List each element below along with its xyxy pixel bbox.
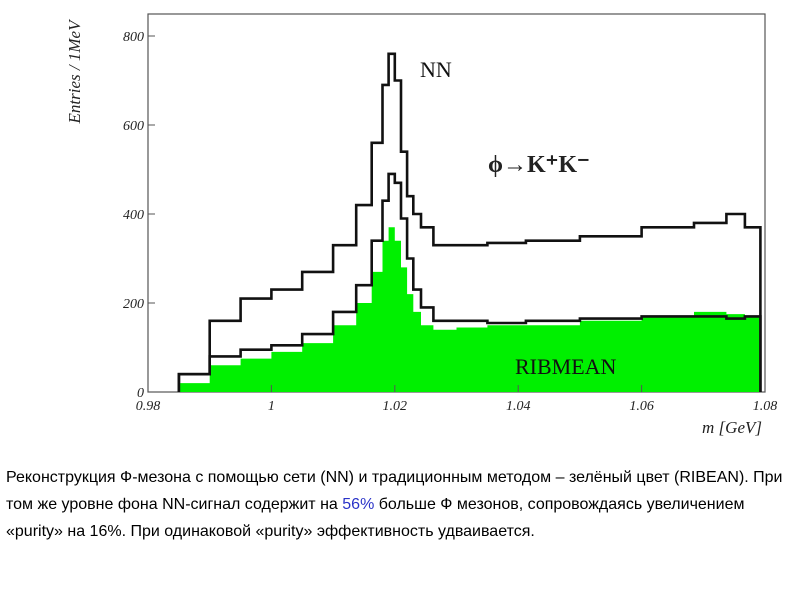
x-tick-label: 1 [268, 399, 275, 414]
series-layer [177, 52, 762, 392]
caption-text: Реконструкция Ф-мезона с помощью сети (N… [6, 469, 783, 513]
reaction-annotation: ϕ→K⁺K⁻ [488, 152, 590, 178]
x-tick-label: 1.08 [753, 399, 778, 414]
series-0-histogram [177, 52, 762, 392]
y-tick-label: 200 [123, 297, 144, 312]
x-tick-label: 1.02 [383, 399, 408, 414]
caption-highlight: 56% [342, 496, 375, 513]
caption: Реконструкция Ф-мезона с помощью сети (N… [6, 464, 796, 545]
ribmean-annotation: RIBMEAN [515, 354, 617, 379]
x-tick-label: 1.04 [506, 399, 531, 414]
y-tick-label: 600 [123, 119, 144, 134]
y-axis-label: Entries / 1MeV [65, 18, 84, 125]
y-tick-label: 0 [137, 386, 144, 401]
caption-text-end: больше Ф мезонов, сопровождаясь увеличен… [6, 496, 745, 540]
x-tick-label: 0.98 [136, 399, 161, 414]
histogram-chart: 0.98 1 1.02 1.04 1.06 1.08 0 200 400 600 800 Entri… [65, 13, 777, 437]
x-axis-label: m [GeV] [702, 418, 762, 437]
nn-annotation: NN [420, 57, 452, 82]
tick-layer: 0.98 1 1.02 1.04 1.06 1.08 0 200 400 600 800 [123, 30, 777, 414]
y-tick-label: 800 [123, 30, 144, 45]
y-tick-label: 400 [123, 208, 144, 223]
series-1-histogram [178, 227, 761, 392]
series-2-histogram [177, 172, 762, 392]
x-tick-label: 1.06 [629, 399, 654, 414]
